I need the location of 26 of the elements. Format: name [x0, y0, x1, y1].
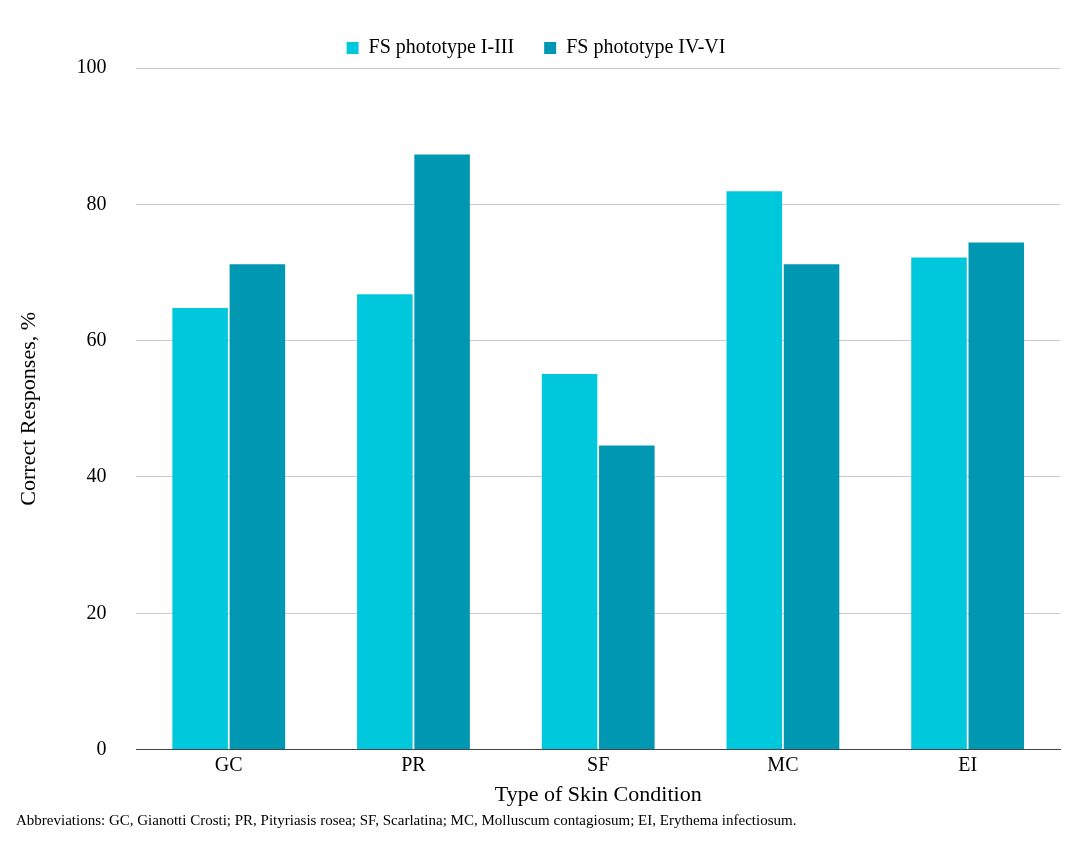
bar	[911, 257, 967, 750]
x-tick-label: MC	[767, 752, 799, 775]
text: Abbreviations: GC, Gianotti Crosti; PR, Pityriasis rosea; SF, Scarlatina; MC, Molluscum contagiosum; EI, Erythema infectiosum.	[15, 811, 798, 830]
y-tick-label: 60	[86, 327, 107, 350]
y-tick-label: 80	[86, 191, 107, 214]
x-tick-label: EI	[958, 752, 978, 775]
bar	[229, 264, 286, 750]
bar	[726, 191, 783, 750]
bar	[414, 154, 470, 750]
bar	[599, 445, 655, 750]
y-tick-label: 100	[76, 55, 107, 78]
bar	[783, 264, 840, 750]
y-tick-label: 40	[86, 464, 107, 487]
x-tick-label: SF	[587, 752, 610, 775]
bar	[968, 242, 1025, 750]
bar	[172, 307, 228, 750]
x-tick-label: GC	[214, 752, 243, 775]
bar	[541, 374, 598, 750]
bar	[357, 294, 413, 750]
y-tick-label: 0	[96, 736, 107, 759]
legend-label: FS phototype I-III	[368, 35, 515, 59]
x-tick-label: PR	[401, 752, 427, 775]
y-axis-title: Correct Responses, %	[14, 311, 40, 506]
y-tick-label: 20	[86, 600, 107, 623]
legend-label: FS phototype IV-VI	[566, 35, 726, 59]
x-axis-title: Type of Skin Condition	[494, 780, 702, 806]
